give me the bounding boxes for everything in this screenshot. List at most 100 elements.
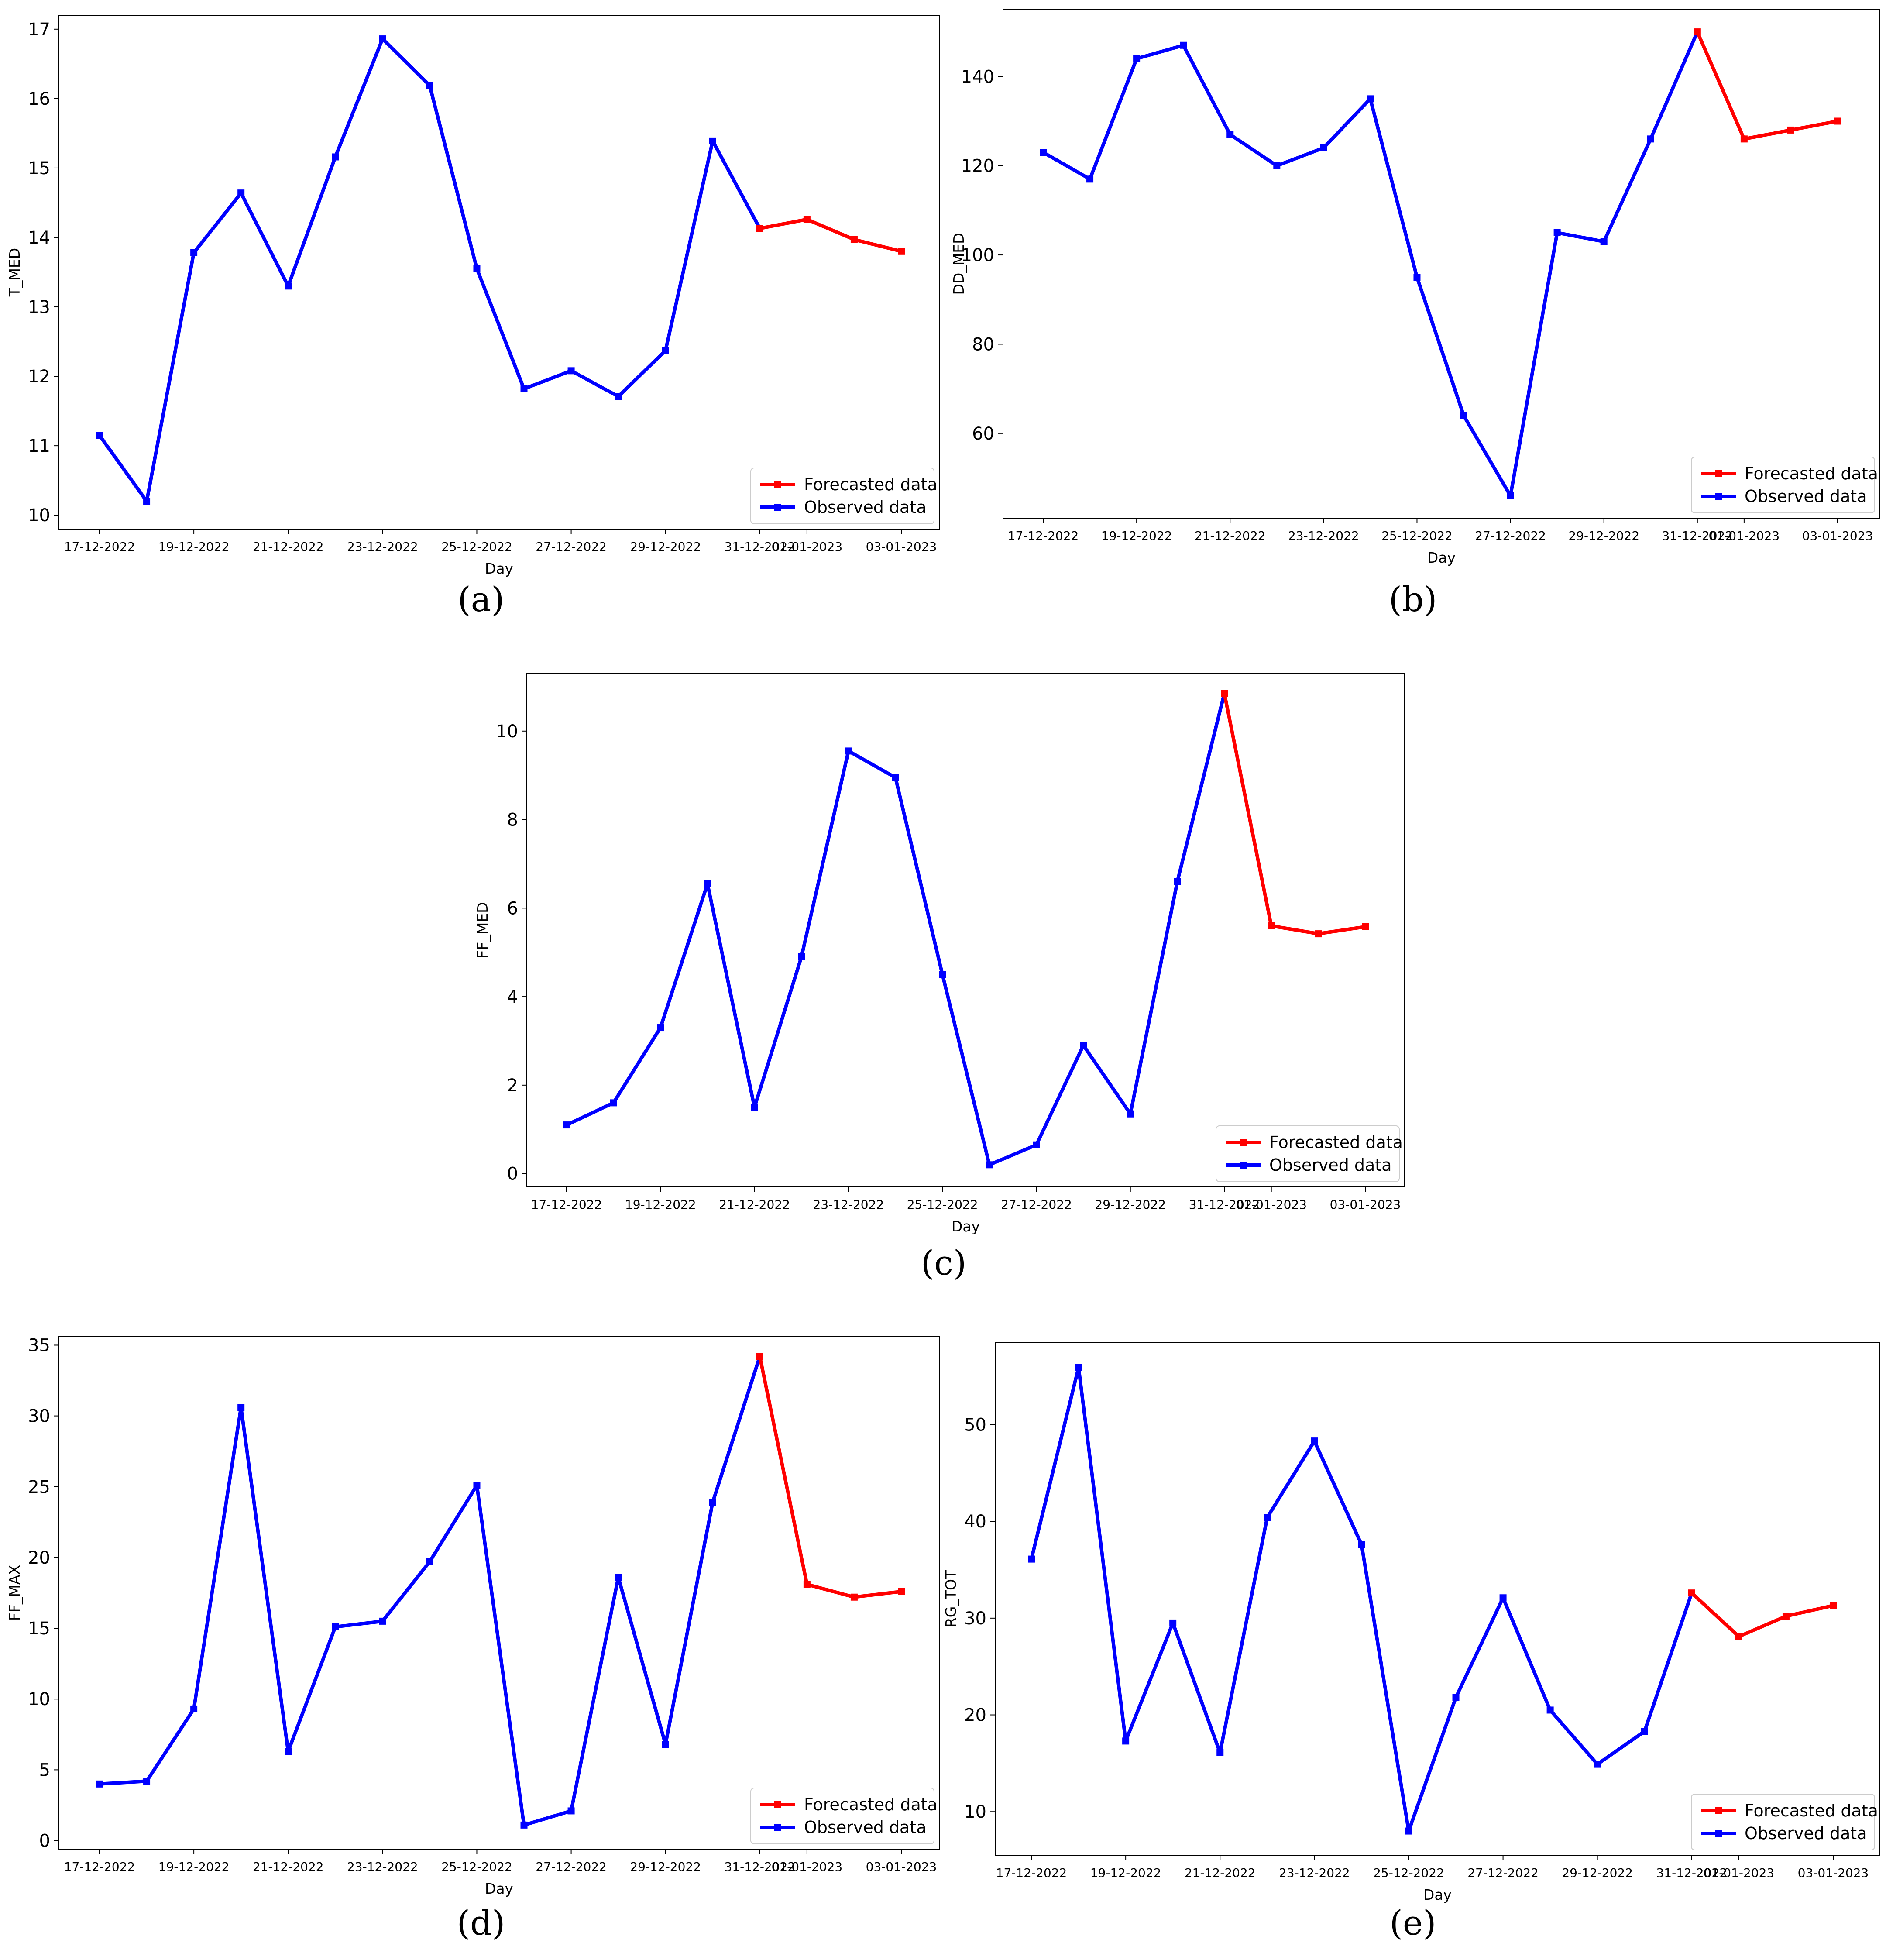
panel-caption: (a)	[457, 580, 504, 619]
y-tick-label: 30	[964, 1609, 986, 1629]
x-axis-label: Day	[1423, 1886, 1452, 1903]
data-point-forecasted	[898, 248, 905, 255]
legend-marker-forecasted	[774, 481, 781, 488]
data-point-observed	[1358, 1541, 1365, 1548]
y-tick-label: 16	[28, 89, 50, 109]
data-point-observed	[426, 82, 433, 89]
data-point-observed	[986, 1161, 993, 1169]
x-tick-label: 27-12-2022	[1467, 1866, 1539, 1880]
x-axis-label: Day	[485, 560, 513, 577]
panel-caption: (c)	[921, 1244, 967, 1283]
x-tick-label: 25-12-2022	[907, 1197, 978, 1212]
data-point-observed	[798, 953, 805, 960]
data-point-observed	[1647, 135, 1654, 143]
x-tick-label: 25-12-2022	[1381, 529, 1453, 543]
data-point-observed	[1226, 131, 1234, 138]
x-tick-label: 23-12-2022	[1279, 1866, 1350, 1880]
data-point-observed	[96, 1780, 103, 1788]
data-point-observed	[662, 347, 669, 354]
y-axis-label: T_MED	[6, 248, 23, 297]
data-point-forecasted	[898, 1588, 905, 1595]
data-point-observed	[285, 1748, 292, 1755]
legend: Forecasted data Observed data	[1216, 1125, 1403, 1182]
series-line-forecasted	[1695, 30, 1839, 141]
x-tick-label: 21-12-2022	[253, 540, 324, 554]
y-tick-label: 0	[39, 1831, 50, 1851]
data-point-forecasted	[1740, 135, 1748, 143]
x-tick-label: 19-12-2022	[158, 540, 230, 554]
data-point-observed	[1320, 144, 1327, 151]
data-point-observed	[662, 1741, 669, 1748]
data-point-observed	[1273, 162, 1281, 169]
y-tick-label: 15	[28, 158, 50, 179]
data-point-observed	[1075, 1364, 1082, 1371]
data-point-observed	[567, 367, 575, 375]
data-point-observed	[1122, 1737, 1130, 1745]
plot-frame	[58, 1336, 940, 1850]
x-tick-label: 31-12-2022	[1656, 1866, 1727, 1880]
legend-marker-observed	[774, 1824, 781, 1831]
y-tick-label: 60	[972, 424, 994, 444]
x-tick-label: 21-12-2022	[1195, 529, 1266, 543]
data-point-forecasted	[1834, 117, 1841, 125]
legend-marker-observed	[1240, 1162, 1247, 1169]
data-point-observed	[1127, 1110, 1134, 1118]
series-line-forecasted	[758, 217, 903, 253]
x-tick-label: 31-12-2022	[1189, 1197, 1260, 1212]
data-point-observed	[96, 432, 103, 439]
x-tick-label: 03-01-2023	[1798, 1866, 1869, 1880]
data-point-observed	[1413, 274, 1421, 281]
x-tick-label: 25-12-2022	[441, 1860, 512, 1874]
legend-marker-forecasted	[774, 1801, 781, 1808]
data-point-observed	[709, 1499, 716, 1506]
legend-label-forecasted: Forecasted data	[804, 475, 938, 494]
x-tick-label: 17-12-2022	[996, 1866, 1067, 1880]
x-tick-label: 31-12-2022	[724, 540, 795, 554]
x-tick-label: 29-12-2022	[1568, 529, 1639, 543]
y-tick-label: 6	[507, 898, 518, 918]
x-tick-label: 25-12-2022	[1373, 1866, 1444, 1880]
data-point-observed	[1641, 1728, 1648, 1735]
data-point-observed	[1086, 175, 1094, 183]
x-tick-label: 27-12-2022	[536, 540, 607, 554]
y-tick-label: 20	[964, 1706, 986, 1726]
y-tick-label: 5	[39, 1760, 50, 1780]
y-tick-label: 50	[964, 1415, 986, 1435]
data-point-observed	[1507, 492, 1514, 499]
x-tick-label: 21-12-2022	[719, 1197, 790, 1212]
data-point-observed	[709, 137, 716, 144]
y-tick-label: 12	[28, 367, 50, 387]
data-point-observed	[939, 971, 946, 978]
data-point-observed	[1553, 229, 1561, 236]
x-tick-label: 19-12-2022	[625, 1197, 696, 1212]
data-point-observed	[751, 1104, 758, 1111]
data-point-observed	[1499, 1594, 1507, 1602]
data-point-observed	[426, 1558, 433, 1565]
data-point-observed	[1174, 878, 1181, 885]
legend-marker-observed	[1715, 1830, 1722, 1837]
x-tick-label: 29-12-2022	[1562, 1866, 1633, 1880]
x-tick-label: 23-12-2022	[347, 1860, 418, 1874]
legend-marker-observed	[774, 504, 781, 511]
legend-box	[750, 1788, 934, 1844]
y-tick-label: 10	[28, 505, 50, 526]
data-point-forecasted	[756, 225, 763, 232]
data-point-forecasted	[1782, 1613, 1790, 1620]
x-tick-label: 23-12-2022	[347, 540, 418, 554]
chart-panel-e: 10 20 30 40 50 17-12-2022 19-12-2022 21-12-2022…	[942, 1342, 1880, 1943]
panel-caption: (b)	[1389, 580, 1437, 619]
y-tick-label: 35	[28, 1335, 50, 1355]
series-line-observed	[1030, 1365, 1694, 1833]
legend-marker-forecasted	[1715, 470, 1722, 477]
series-line-observed	[98, 37, 762, 503]
y-tick-label: 14	[28, 228, 50, 248]
data-point-observed	[473, 1482, 481, 1489]
y-tick-label: 13	[28, 297, 50, 317]
legend-label-forecasted: Forecasted data	[804, 1795, 938, 1814]
y-axis-label: DD_MED	[950, 233, 967, 295]
data-point-forecasted	[1315, 930, 1322, 938]
x-axis-label: Day	[1427, 549, 1456, 566]
x-tick-label: 25-12-2022	[441, 540, 512, 554]
data-point-observed	[285, 282, 292, 290]
data-point-observed	[1546, 1706, 1554, 1714]
